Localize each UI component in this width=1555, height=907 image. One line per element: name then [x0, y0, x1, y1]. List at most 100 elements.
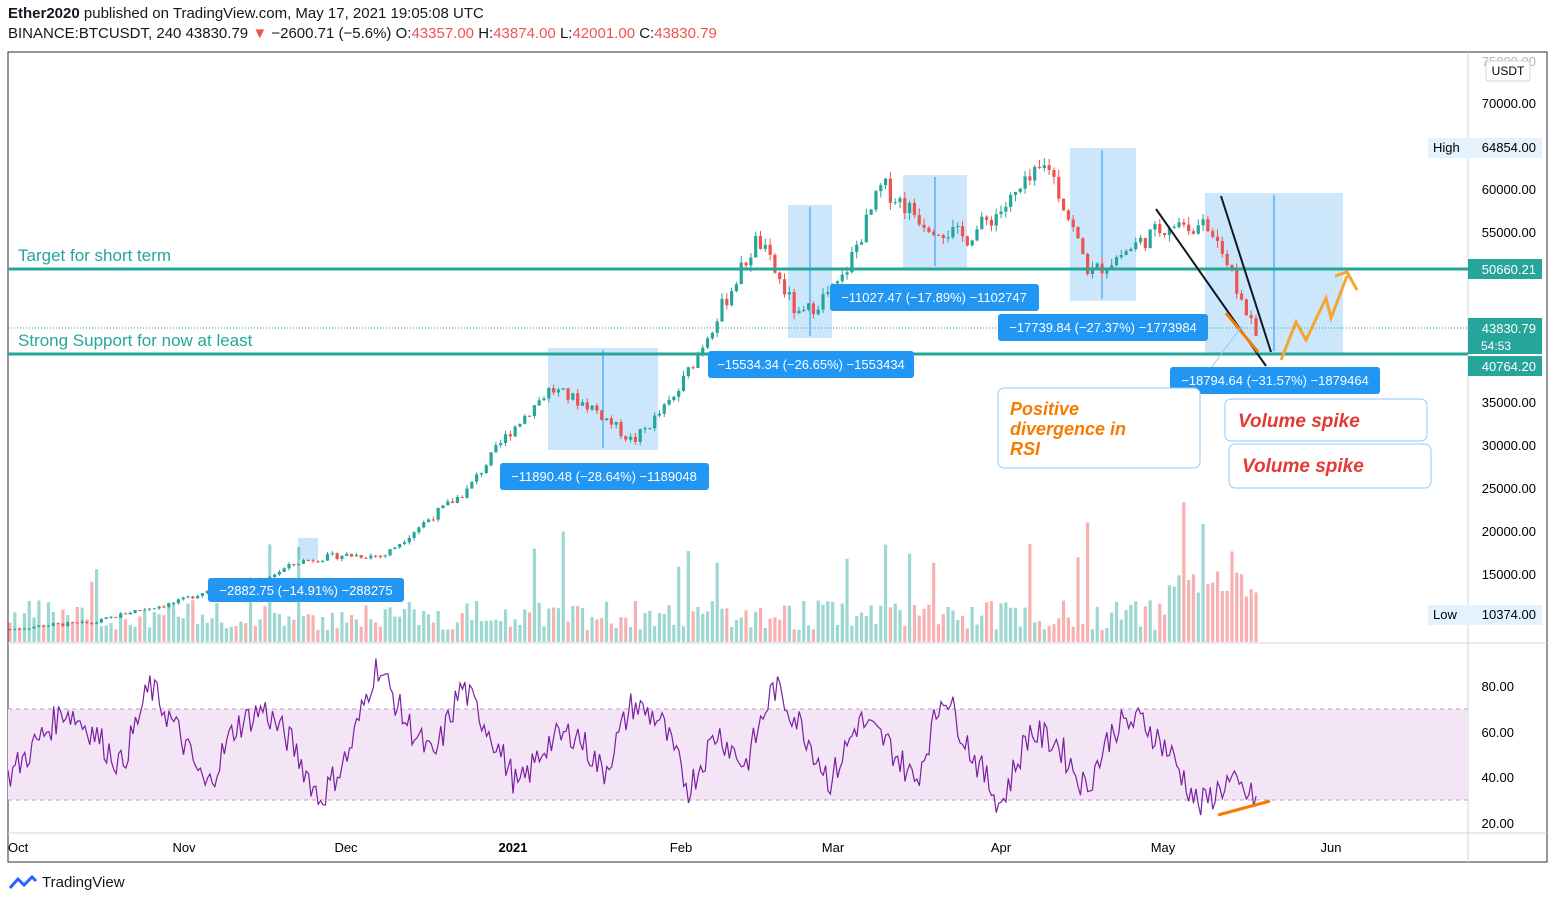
volume-bar — [210, 618, 214, 642]
low-badge-value: 10374.00 — [1482, 607, 1536, 622]
volume-bar — [518, 624, 522, 642]
publish-line: Ether2020 published on TradingView.com, … — [8, 4, 484, 24]
callout-box-rsi[interactable] — [997, 387, 1201, 469]
candle-body — [383, 555, 387, 557]
volume-spike-callout-1[interactable]: Volume spike — [1224, 398, 1428, 442]
price-divergence-line[interactable] — [1224, 312, 1260, 353]
volume-bar — [1124, 609, 1128, 642]
candle-body — [51, 623, 55, 626]
author[interactable]: Ether2020 — [8, 5, 80, 22]
rsi-axis[interactable]: 80.00 60.00 40.00 20.00 — [1481, 679, 1514, 831]
candle-body — [1095, 263, 1099, 268]
candle-body — [436, 508, 440, 520]
tradingview-logo-icon — [8, 874, 38, 889]
volume-bar — [686, 550, 690, 642]
time-tick-mar: Mar — [822, 840, 845, 855]
volume-bar — [441, 629, 445, 642]
volume-bar — [51, 611, 55, 642]
high-value: 43874.00 — [493, 25, 556, 42]
volume-bar — [662, 613, 666, 642]
measure-box-5[interactable] — [1070, 148, 1136, 301]
measure-labels: −2882.75 (−14.91%) −288275 −11890.48 (−2… — [208, 284, 1380, 602]
rsi-divergence-line[interactable] — [1217, 799, 1271, 817]
volume-bar — [1057, 618, 1061, 642]
candle-body — [1206, 219, 1210, 232]
time-tick-oct: Oct — [8, 840, 29, 855]
volume-bar — [840, 603, 844, 642]
rsi-line — [7, 658, 1257, 816]
candle-body — [980, 216, 984, 230]
candle-body — [624, 436, 628, 440]
price-tick-60000: 60000.00 — [1482, 182, 1536, 197]
candle-body — [417, 527, 421, 533]
volume-bar — [123, 619, 128, 642]
volume-bar — [109, 623, 113, 642]
volume-bar — [537, 602, 541, 642]
price-axis[interactable]: 70000.00 75000.00 60000.00 55000.00 3500… — [1428, 54, 1542, 625]
volume-bar — [749, 627, 753, 642]
volume-bar — [1013, 607, 1018, 642]
candle-body — [42, 625, 46, 627]
volume-bar — [499, 621, 503, 642]
candle-body — [1124, 251, 1128, 255]
candle-body — [960, 226, 965, 237]
candle-body — [157, 606, 161, 609]
candle-body — [556, 389, 561, 393]
candle-body — [306, 560, 310, 562]
candle-body — [600, 410, 604, 420]
volume-bar — [763, 627, 767, 642]
time-axis[interactable]: Oct Nov Dec 2021 Feb Mar Apr May Jun — [8, 840, 1341, 855]
volume-bar — [272, 612, 277, 642]
candle-body — [595, 405, 599, 411]
candle-body — [1211, 231, 1215, 237]
candle-body — [864, 214, 868, 243]
projection-arrowhead — [1334, 270, 1359, 291]
candle-body — [628, 436, 633, 440]
low-value: 42001.00 — [572, 25, 636, 42]
candle-body — [754, 236, 758, 258]
volume-bar — [282, 625, 286, 642]
candle-body — [816, 309, 820, 315]
rsi-divergence-callout[interactable]: Positive divergence in RSI — [997, 387, 1201, 469]
candle-body — [782, 279, 787, 295]
currency-badge[interactable] — [1485, 60, 1531, 82]
candle-body — [311, 560, 315, 562]
callout-box-volume-2[interactable] — [1228, 443, 1432, 489]
measure-label-bg-3 — [708, 351, 914, 378]
volume-bar — [402, 608, 407, 642]
projection-path[interactable] — [1279, 275, 1349, 361]
volume-bar — [383, 609, 387, 642]
trendline-2[interactable] — [1220, 195, 1272, 353]
candle-body — [1009, 194, 1013, 207]
candle-body — [1254, 318, 1258, 336]
volume-bar — [181, 618, 185, 642]
candle-body — [450, 501, 455, 503]
footer-brand[interactable]: TradingView — [8, 874, 125, 891]
volume-bar — [1162, 614, 1167, 642]
volume-bar — [32, 617, 36, 642]
measure-box-1[interactable] — [298, 538, 318, 560]
volume-bar — [932, 562, 936, 642]
candle-body — [657, 413, 662, 416]
callout-box-volume-1[interactable] — [1224, 398, 1428, 442]
candle-body — [176, 599, 180, 604]
measure-boxes[interactable] — [298, 148, 1343, 560]
volume-bar — [1037, 620, 1042, 642]
down-triangle-icon: ▼ — [252, 25, 268, 42]
candle-body — [768, 244, 772, 255]
volume-bar — [667, 605, 671, 642]
volume-bar — [484, 620, 488, 642]
candle-body — [1220, 241, 1224, 254]
volume-bar — [908, 553, 912, 642]
candle-body — [1172, 226, 1176, 228]
candle-body — [633, 436, 638, 442]
volume-bar — [349, 615, 354, 642]
candle-body — [787, 292, 791, 295]
candle-body — [590, 405, 594, 410]
candle-body — [1158, 224, 1162, 234]
volume-spike-callout-2[interactable]: Volume spike — [1228, 443, 1432, 489]
volume-bar — [965, 628, 969, 642]
candle-body — [888, 178, 892, 203]
candle-body — [576, 393, 580, 406]
